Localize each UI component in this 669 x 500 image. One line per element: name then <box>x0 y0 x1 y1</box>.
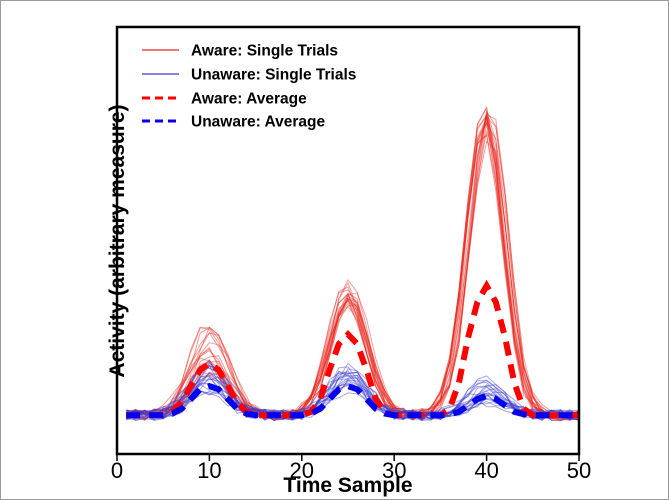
x-tick-label: 10 <box>197 458 221 483</box>
trial-line <box>125 371 579 421</box>
series-layer <box>125 106 579 422</box>
trial-line <box>125 120 579 422</box>
x-tick-label: 50 <box>567 458 591 483</box>
x-tick-label: 0 <box>111 458 123 483</box>
trial-line <box>126 113 579 421</box>
x-axis-label: Time Sample <box>283 474 412 497</box>
y-axis-label: Activity (arbitrary measure) <box>106 104 129 377</box>
x-axis: 0 10 20 30 40 50 <box>111 454 591 483</box>
trial-line <box>126 362 579 422</box>
trial-line <box>126 129 579 421</box>
trial-line <box>125 133 579 420</box>
legend-label: Aware: Single Trials <box>191 43 338 60</box>
legend-label: Unaware: Single Trials <box>191 67 356 84</box>
plot-border <box>115 25 581 456</box>
x-tick-label: 40 <box>474 458 498 483</box>
trial-line <box>125 379 579 421</box>
trial-line <box>125 121 579 421</box>
trial-line <box>126 116 579 421</box>
legend-label: Aware: Average <box>191 91 307 108</box>
legend-label: Unaware: Average <box>191 114 325 131</box>
series-unaware-average-line <box>126 382 579 419</box>
trial-line <box>125 115 579 420</box>
trial-line <box>126 366 579 421</box>
legend: Aware: Single Trials Unaware: Single Tria… <box>142 43 356 131</box>
trial-line <box>126 114 579 421</box>
x-tick-label: 30 <box>382 458 406 483</box>
series-aware-average-line <box>126 279 579 419</box>
trial-line <box>126 106 579 422</box>
x-tick-label: 20 <box>290 458 314 483</box>
trial-line <box>126 140 579 420</box>
trial-line <box>126 113 579 421</box>
trial-line <box>126 115 579 422</box>
trial-line <box>125 110 579 420</box>
trial-line <box>126 115 579 420</box>
trial-line <box>126 371 579 421</box>
trial-line <box>126 117 579 421</box>
trial-line <box>126 374 579 421</box>
